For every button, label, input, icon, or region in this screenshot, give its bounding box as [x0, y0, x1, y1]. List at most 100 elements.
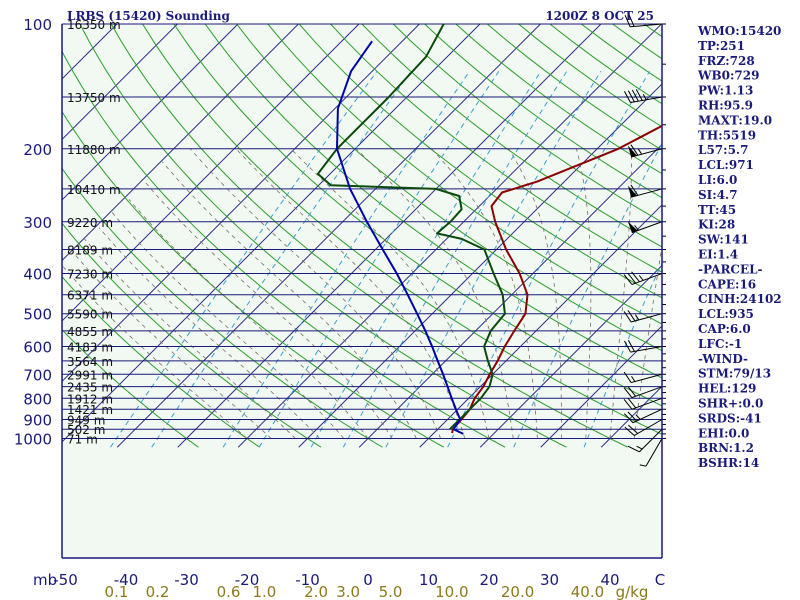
dewpoint-profile-line: [316, 24, 506, 430]
mixing-ratio-tick-label: 1.0: [252, 583, 276, 600]
index-entry: LCL:971: [698, 158, 754, 172]
dry-adiabat-line: [110, 24, 629, 448]
mixing-ratio-line: [222, 70, 471, 448]
moist-adiabat-line: [431, 148, 538, 439]
pressure-tick-label: 400: [23, 266, 52, 284]
wind-barb: [627, 184, 663, 198]
mixing-ratio-tick-label: 2.0: [304, 583, 328, 600]
height-label: 16350 m: [67, 18, 121, 32]
index-entry: EHI:0.0: [698, 426, 749, 440]
moist-adiabat-line: [144, 181, 393, 439]
isotherm-line: [116, 24, 542, 448]
mixing-ratio-tick-label: 0.1: [105, 583, 129, 600]
wind-barb: [623, 408, 663, 424]
temperature-tick-label: -10: [295, 571, 320, 589]
pressure-tick-label: 600: [23, 339, 52, 357]
mixing-ratio-tick-label: 10.0: [435, 583, 468, 600]
index-entry: KI:28: [698, 218, 735, 232]
pressure-tick-label: 300: [23, 214, 52, 232]
pressure-unit-label: mb: [33, 571, 57, 589]
moist-adiabat-line: [576, 148, 592, 439]
isotherm-line: [358, 143, 662, 448]
dry-adiabat-line: [62, 222, 322, 448]
height-label: 2991 m: [67, 368, 113, 382]
height-label: 949 m: [67, 414, 105, 428]
dry-adiabat-line: [424, 24, 662, 199]
parcel-profile-line: [336, 40, 464, 435]
index-entry: CINH:24102: [698, 292, 782, 306]
wind-barb: [624, 419, 663, 436]
isotherm-line: [540, 325, 662, 448]
isotherm-line: [62, 24, 360, 322]
index-entry: CAPE:16: [698, 277, 756, 291]
moist-adiabat-line: [609, 148, 632, 439]
wind-barb: [623, 386, 663, 399]
dry-adiabat-line: [330, 24, 662, 273]
index-entry: L57:5.7: [698, 143, 748, 157]
wind-barb: [627, 428, 663, 453]
isotherm-line: [62, 24, 179, 141]
moist-adiabat-line: [128, 199, 369, 439]
temperature-unit-label: C: [655, 571, 665, 589]
moist-adiabat-line: [111, 212, 345, 439]
isotherm-line: [62, 24, 300, 262]
isotherm-line: [62, 24, 421, 383]
temperature-tick-label: 40: [600, 571, 619, 589]
mixing-ratio-line: [310, 70, 542, 448]
isotherm-line: [237, 24, 662, 448]
wind-barb: [624, 14, 663, 28]
index-entry: HEL:129: [698, 382, 756, 396]
height-label: 1912 m: [67, 392, 113, 406]
index-entry: SI:4.7: [698, 188, 738, 202]
index-entry: WB0:729: [697, 69, 759, 83]
height-label: 71 m: [67, 432, 98, 446]
height-label: 8189 m: [67, 243, 113, 257]
index-entry: MAXT:19.0: [698, 113, 772, 127]
dry-adiabat-line: [204, 24, 662, 379]
height-label: 2435 m: [67, 381, 113, 395]
index-panel: WMO:15420TP:251FRZ:728WB0:729PW:1.13RH:9…: [697, 24, 782, 470]
temperature-tick-label: 10: [419, 571, 438, 589]
index-entry: RH:95.9: [698, 99, 753, 113]
dry-adiabat-line: [173, 24, 662, 407]
height-label: 10410 m: [67, 183, 121, 197]
mixing-ratio-tick-label: 0.6: [217, 583, 241, 600]
series-layer: [316, 24, 662, 435]
pressure-tick-label: 700: [23, 366, 52, 384]
grid-layer: [62, 23, 662, 448]
temperature-tick-label: -50: [53, 571, 78, 589]
height-label: 4855 m: [67, 325, 113, 339]
temperature-tick-label: -40: [114, 571, 139, 589]
mixing-ratio-tick-label: 40.0: [571, 583, 604, 600]
height-label: 6371 m: [67, 289, 113, 303]
mixing-ratio-unit-label: g/kg: [616, 583, 649, 600]
pressure-tick-label: 800: [23, 390, 52, 408]
moist-adiabat-line: [98, 227, 320, 439]
dry-adiabat-line: [62, 110, 445, 448]
isotherm-line: [298, 83, 662, 448]
wind-barb: [639, 438, 663, 467]
index-entry: WMO:15420: [697, 24, 781, 38]
index-entry: STM:79/13: [698, 367, 771, 381]
wind-barb: [623, 371, 663, 384]
pressure-tick-label: 200: [23, 141, 52, 159]
wind-barb: [623, 271, 663, 285]
isotherm-line: [479, 264, 662, 448]
height-label: 7230 m: [67, 268, 113, 282]
temperature-profile-line: [451, 124, 662, 434]
dry-adiabat-line: [62, 50, 506, 448]
wind-barb: [627, 221, 663, 234]
dry-adiabat-line: [62, 328, 199, 448]
pressure-tick-label: 500: [23, 306, 52, 324]
dry-adiabat-line: [267, 24, 662, 325]
pressure-tick-label: 100: [23, 16, 52, 34]
wind-barb: [623, 397, 663, 410]
mixing-ratio-tick-label: 0.2: [146, 583, 170, 600]
dry-adiabat-line: [236, 24, 662, 352]
moist-adiabat-line: [355, 148, 514, 439]
temperature-tick-label: 0: [363, 571, 373, 589]
moist-adiabat-line: [84, 238, 296, 439]
temperature-tick-label: -30: [174, 571, 199, 589]
sounding-datetime: 1200Z 8 OCT 25: [545, 9, 654, 23]
